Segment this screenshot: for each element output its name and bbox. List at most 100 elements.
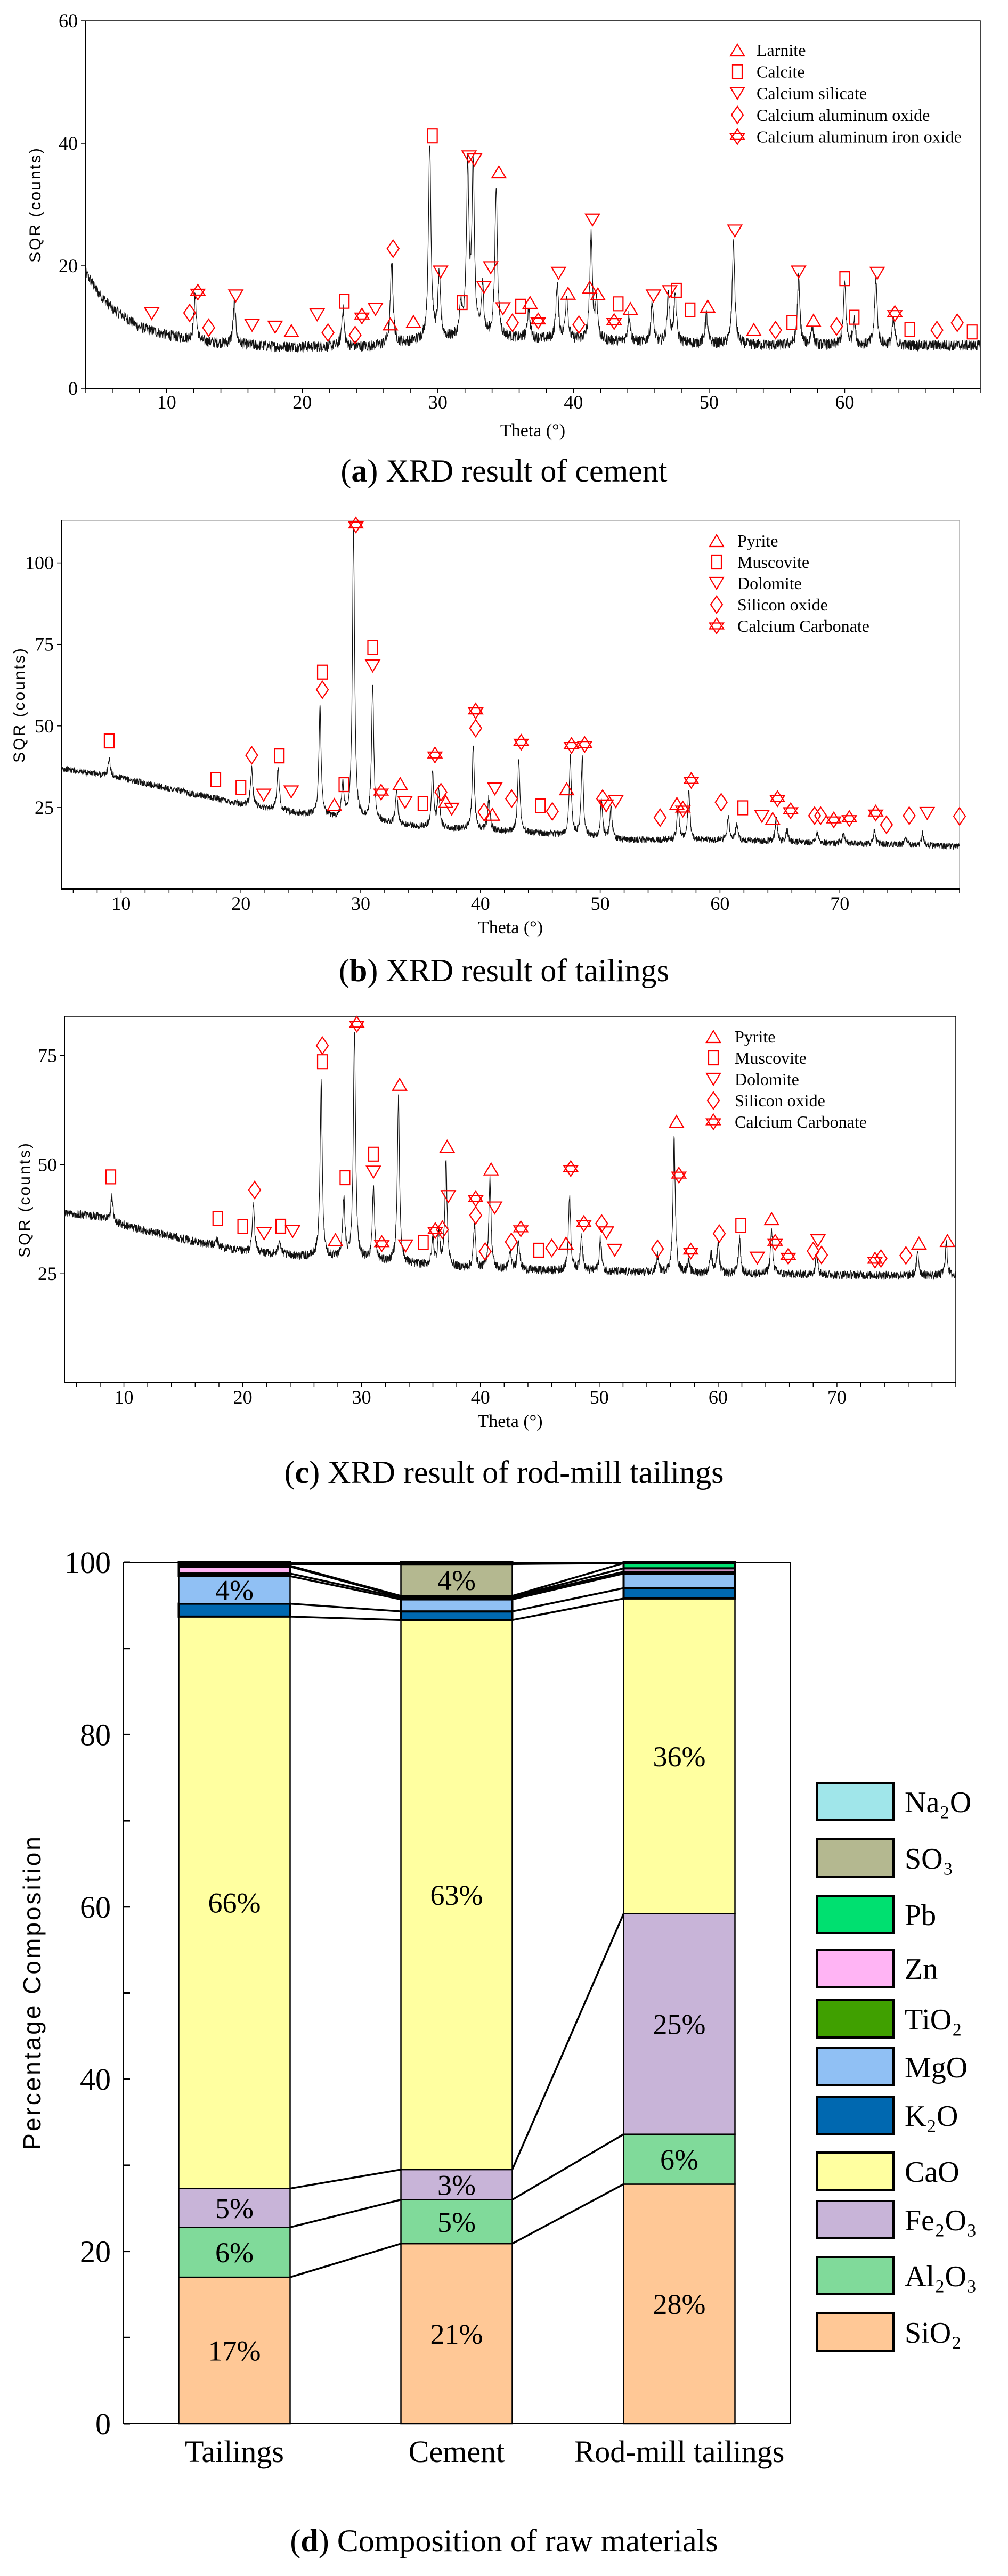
y-tick-label: 75 <box>35 634 54 655</box>
y-tick-label: 50 <box>38 1154 57 1175</box>
connector-line <box>512 1562 624 1597</box>
marker-calcium-silicate <box>466 153 483 167</box>
marker-muscovite <box>105 1169 117 1185</box>
marker-pyrite <box>437 794 454 808</box>
legend-swatch <box>816 1838 895 1878</box>
marker-calcium-carbonate <box>576 736 593 754</box>
marker-calcium-aluminum-oxide <box>506 313 519 332</box>
marker-larnite <box>283 323 299 337</box>
marker-calcium-silicate <box>727 224 743 238</box>
marker-calcite <box>613 296 624 312</box>
marker-calcium-carbonate <box>347 516 364 534</box>
marker-calcium-silicate <box>143 307 160 321</box>
xrd-pattern-line <box>64 1032 956 1281</box>
marker-calcium-silicate <box>550 266 567 280</box>
marker-larnite <box>590 287 606 300</box>
connector-line <box>511 1913 625 2170</box>
marker-pyrite <box>558 1236 574 1250</box>
connector-line <box>512 1571 624 1599</box>
marker-calcium-carbonate <box>683 771 700 789</box>
marker-silicon-oxide <box>505 789 518 809</box>
marker-muscovite <box>367 640 378 655</box>
x-tick-label: 50 <box>591 893 610 914</box>
marker-dolomite <box>397 796 413 810</box>
marker-calcite <box>839 271 850 287</box>
legend-swatch <box>816 1949 895 1988</box>
plot-frame <box>61 520 960 890</box>
marker-calcium-silicate <box>267 320 283 335</box>
marker-pyrite <box>668 1114 685 1128</box>
y-tick-label: 0 <box>95 2407 111 2441</box>
legend-swatch <box>816 2047 895 2086</box>
marker-silicon-oxide <box>714 793 728 812</box>
data-label: 3% <box>437 2169 476 2201</box>
legend: Pyrite Muscovite Dolomite Silicon oxide Calc… <box>705 1027 867 1131</box>
x-axis-label: Theta (°) <box>478 918 543 938</box>
bar-segment-1 <box>178 2227 291 2278</box>
y-tick-label: 40 <box>59 133 78 154</box>
marker-calcite <box>457 295 468 311</box>
y-tick-label: 20 <box>59 255 78 276</box>
bar-segment-4 <box>177 1602 291 1618</box>
y-axis-label: SQR (counts) <box>11 647 28 763</box>
marker-dolomite <box>606 1243 623 1258</box>
marker-dolomite <box>754 810 770 824</box>
marker-dolomite <box>598 1226 615 1240</box>
y-tick-label: 50 <box>35 715 54 737</box>
marker-larnite <box>700 299 716 313</box>
legend-marker-icon <box>705 1029 721 1044</box>
legend: Na₂O SO₃ Pb Zn TiO₂ MgO K₂O CaO Fe₂O₃ Al₂O₃ SiO₂ <box>816 1782 977 2352</box>
legend-label: Dolomite <box>737 574 802 593</box>
caption-paren: ( <box>290 2523 300 2558</box>
caption-paren: ) <box>367 953 386 988</box>
marker-calcium-carbonate <box>427 746 443 764</box>
marker-pyrite <box>326 797 343 811</box>
marker-calcium-aluminum-oxide <box>183 303 197 323</box>
marker-calcium-carbonate <box>782 802 799 820</box>
connector-line <box>512 1562 624 1565</box>
connector-line <box>512 1567 624 1598</box>
marker-calcium-silicate <box>869 266 885 280</box>
legend-label: Calcite <box>757 62 805 81</box>
bar-segment-3 <box>178 1616 291 2189</box>
marker-silicon-oxide <box>653 808 667 827</box>
data-label: 36% <box>653 1741 706 1773</box>
x-axis-label: Theta (°) <box>500 421 565 441</box>
data-label: 28% <box>653 2288 706 2320</box>
marker-calcium-carbonate <box>682 1242 699 1260</box>
marker-calcium-carbonate <box>841 810 858 828</box>
connector-line <box>511 2183 624 2245</box>
marker-silicon-oxide <box>478 1242 492 1261</box>
connector-line <box>290 2169 401 2190</box>
connector-line <box>290 1564 401 1597</box>
y-tick-label: 80 <box>80 1717 111 1752</box>
legend: Pyrite Muscovite Dolomite Silicon oxide Calc… <box>708 531 869 635</box>
x-tick-label: 40 <box>564 392 583 413</box>
legend-label: SO₃ <box>905 1843 953 1876</box>
marker-calcium-aluminum-oxide <box>830 316 843 336</box>
marker-dolomite <box>365 1165 381 1179</box>
marker-silicon-oxide <box>815 1245 828 1265</box>
bar-segment-3 <box>623 1597 736 1914</box>
marker-calcium-aluminum-iron-oxide <box>190 283 206 301</box>
data-label: 66% <box>208 1887 261 1919</box>
y-axis-label: Percentage Composition <box>18 1835 46 2150</box>
y-tick-label: 20 <box>80 2235 111 2269</box>
caption-paren: ( <box>339 953 349 988</box>
xrd-chart-c: 10 20 30 40 50 60 70 25 50 75 Theta (°) SQR (counts… <box>16 1015 956 1431</box>
xrd-pattern-line <box>61 529 960 850</box>
marker-calcite <box>849 309 860 325</box>
caption-paren: ) <box>367 453 386 488</box>
legend-label: Al₂O₃ <box>905 2260 977 2293</box>
legend-label: Calcium Carbonate <box>735 1112 867 1131</box>
bar-segment-3 <box>400 1619 513 2171</box>
bar-segment-2 <box>178 2188 291 2228</box>
marker-dolomite <box>749 1251 766 1265</box>
marker-pyrite <box>439 1139 456 1153</box>
marker-larnite <box>522 295 538 309</box>
marker-calcium-carbonate <box>780 1248 796 1265</box>
x-tick-label: 10 <box>157 392 176 413</box>
legend-label: Calcium aluminum oxide <box>757 105 930 125</box>
caption-text: XRD result of tailings <box>386 953 669 988</box>
legend-marker-icon <box>731 64 743 79</box>
